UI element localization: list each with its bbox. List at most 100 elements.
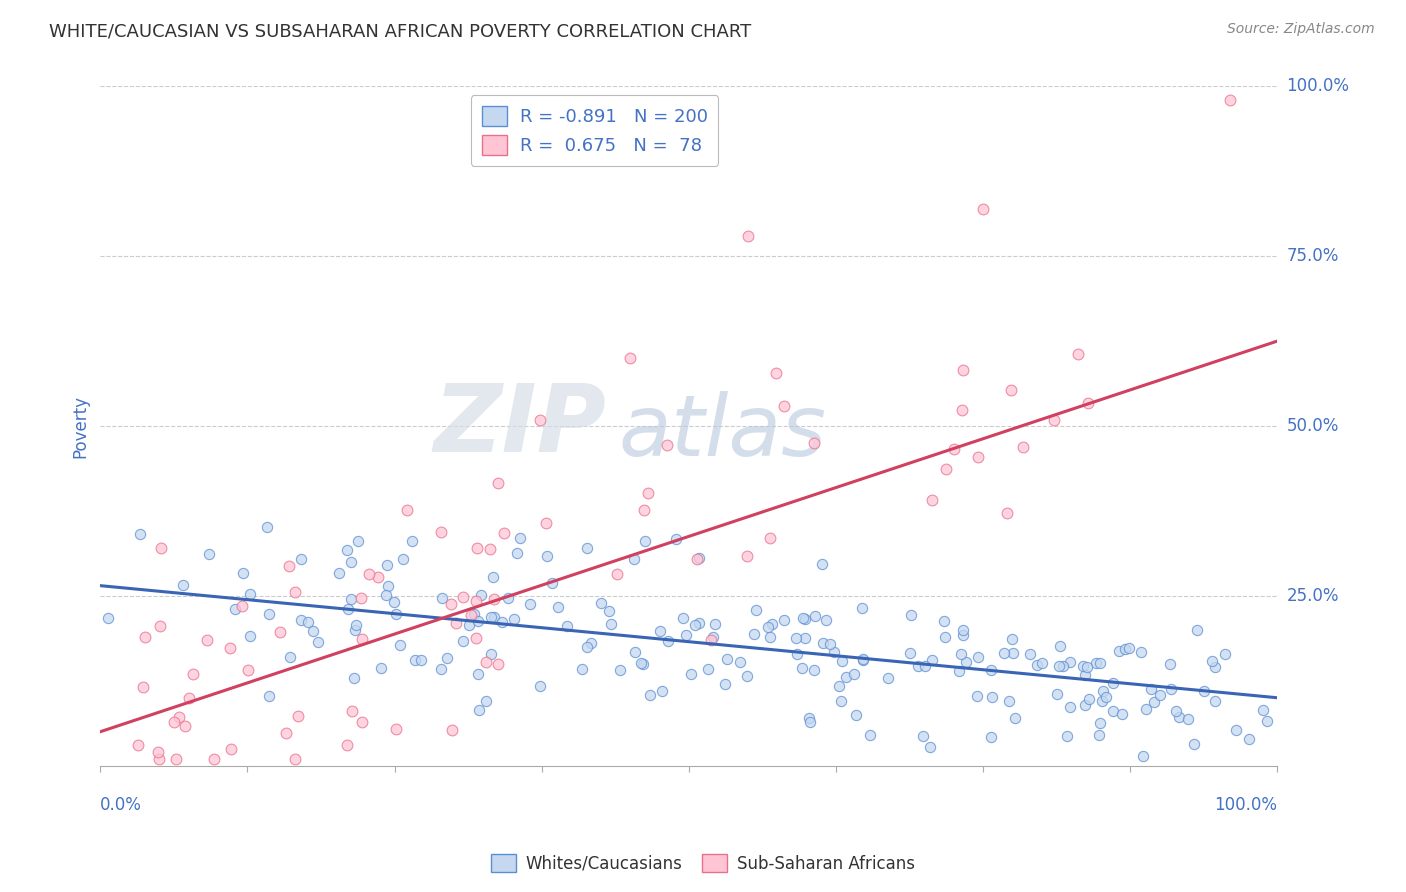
Point [900,607,922,622]
Point [1076,660,1098,674]
Point [1001,632,1024,646]
Point [794,612,817,626]
Point [1049,639,1071,653]
Point [127,738,149,752]
Point [496,591,519,605]
Point [256,520,278,534]
Point [1118,641,1140,656]
Point [600,617,623,632]
Point [730,656,752,670]
Point [388,638,411,652]
Text: 25.0%: 25.0% [1286,587,1339,605]
Point [506,546,529,560]
Point [257,607,280,622]
Point [598,604,620,618]
Point [340,592,363,607]
Point [385,722,408,736]
Text: atlas: atlas [619,392,827,475]
Point [1111,707,1133,722]
Point [571,662,593,676]
Point [465,594,488,608]
Point [1090,694,1112,708]
Point [1251,704,1274,718]
Point [536,516,558,530]
Point [1143,695,1166,709]
Point [287,709,309,723]
Point [284,752,307,766]
Point [1182,737,1205,751]
Point [148,745,170,759]
Point [735,549,758,564]
Point [337,602,360,616]
Point [997,506,1019,520]
Point [467,614,489,628]
Point [704,617,727,632]
Point [475,694,498,708]
Point [278,558,301,573]
Point [575,640,598,654]
Point [177,690,200,705]
Point [810,557,832,571]
Point [1056,729,1078,743]
Point [134,630,156,644]
Point [173,719,195,733]
Point [716,651,738,665]
Point [955,656,977,670]
Point [638,688,661,702]
Point [1088,728,1111,742]
Point [792,611,814,625]
Point [430,524,453,539]
Point [713,677,735,691]
Point [486,476,509,491]
Point [290,551,312,566]
Point [852,652,875,666]
Point [479,541,502,556]
Point [972,202,994,216]
Point [290,613,312,627]
Point [631,657,654,671]
Point [702,630,724,644]
Point [623,551,645,566]
Point [1149,688,1171,702]
Point [814,613,837,627]
Point [382,595,405,609]
Point [167,710,190,724]
Point [519,598,541,612]
Point [742,627,765,641]
Point [792,661,814,675]
Point [797,711,820,725]
Point [219,641,242,656]
Point [735,668,758,682]
Point [859,728,882,742]
Point [911,730,934,744]
Point [464,631,486,645]
Point [1004,711,1026,725]
Point [834,670,856,684]
Point [1071,658,1094,673]
Point [1177,712,1199,726]
Text: ZIP: ZIP [433,380,606,472]
Point [541,576,564,591]
Point [440,723,463,737]
Point [914,659,936,673]
Point [950,403,973,417]
Point [346,534,368,549]
Point [128,527,150,541]
Point [579,636,602,650]
Point [1059,655,1081,669]
Point [224,602,246,616]
Point [1090,716,1112,731]
Point [967,450,990,465]
Point [681,666,703,681]
Point [502,611,524,625]
Text: Source: ZipAtlas.com: Source: ZipAtlas.com [1227,22,1375,37]
Point [823,645,845,659]
Point [997,693,1019,707]
Point [980,690,1002,705]
Point [1088,656,1111,670]
Point [1102,676,1125,690]
Point [756,620,779,634]
Point [799,714,821,729]
Point [921,653,943,667]
Point [132,680,155,694]
